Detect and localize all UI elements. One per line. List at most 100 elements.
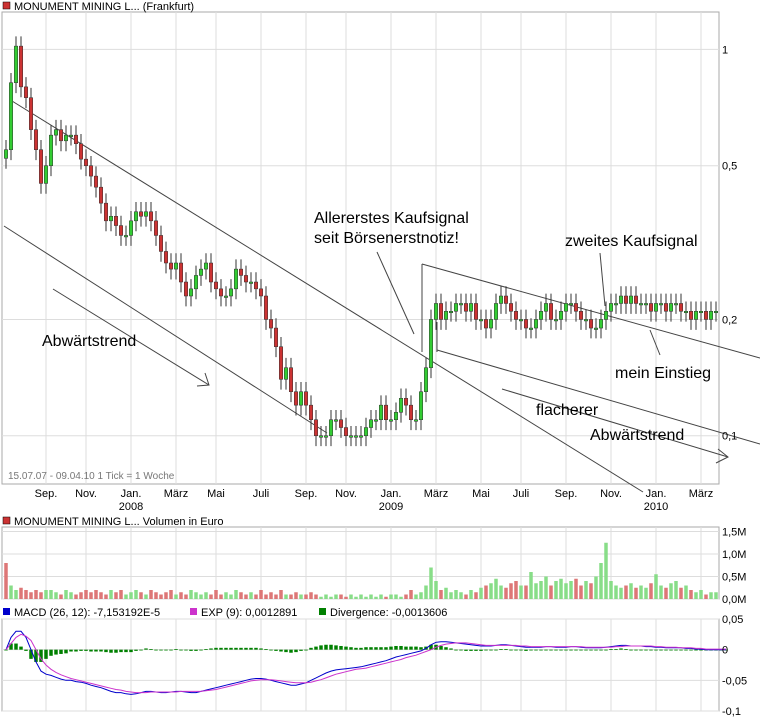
candle-body	[579, 311, 583, 320]
candle-body	[479, 319, 483, 322]
volume-bar	[659, 585, 663, 599]
divergence-bar	[34, 649, 38, 662]
volume-bar	[569, 581, 573, 599]
candle-body	[274, 327, 278, 347]
candle-body	[29, 97, 33, 130]
x-tick-label: Mai	[472, 488, 490, 500]
volume-bar	[689, 590, 693, 599]
divergence-bar	[169, 649, 173, 651]
divergence-bar	[179, 649, 183, 651]
candle-body	[259, 288, 263, 297]
volume-bar	[709, 592, 713, 599]
divergence-bar	[74, 649, 78, 652]
divergence-bar	[334, 645, 338, 650]
candle-body	[389, 419, 393, 422]
x-year-label: 2009	[379, 501, 403, 513]
volume-bar	[29, 592, 33, 599]
annotation-mein-einstieg: mein Einstieg	[615, 365, 711, 382]
volume-bar	[44, 590, 48, 599]
volume-bar	[134, 590, 138, 599]
candle-body	[199, 268, 203, 276]
candle-body	[164, 251, 168, 264]
annotation-flacherer: flacherer	[536, 402, 599, 419]
divergence-bar	[374, 647, 378, 650]
divergence-bar	[274, 649, 278, 651]
divergence-bar	[24, 649, 28, 651]
volume-bar	[444, 587, 448, 599]
divergence-bar	[589, 649, 593, 651]
candle-body	[9, 82, 13, 150]
volume-bar	[239, 592, 243, 599]
candle-body	[4, 149, 8, 159]
candle-body	[139, 211, 143, 217]
trendlines	[3, 100, 760, 493]
volume-bar	[34, 590, 38, 599]
candle-body	[474, 303, 478, 320]
volume-legend-swatch	[2, 516, 11, 525]
volume-bar	[269, 592, 273, 599]
candle-body	[674, 303, 678, 306]
macd-legend-label: MACD (26, 12): -7,153192E-5	[14, 607, 160, 619]
volume-bar	[54, 592, 58, 599]
divergence-bar	[389, 646, 393, 650]
volume-bar	[124, 594, 128, 599]
candle-body	[704, 311, 708, 320]
divergence-bar	[529, 649, 533, 651]
divergence-bar	[29, 649, 33, 659]
volume-bar	[84, 590, 88, 599]
candle-body	[714, 311, 718, 314]
volume-bar	[594, 576, 598, 599]
volume-bar	[459, 592, 463, 599]
candle-body	[154, 220, 158, 236]
exp-line	[5, 633, 726, 694]
volume-bar	[434, 581, 438, 599]
candle-body	[639, 303, 643, 306]
divergence-bar	[674, 649, 678, 651]
divergence-bar	[414, 646, 418, 650]
candle-body	[584, 319, 588, 322]
candle-body	[24, 86, 28, 98]
candle-body	[319, 435, 323, 438]
candle-body	[589, 319, 593, 329]
candle-body	[669, 303, 673, 312]
annotation-abwaertstrend: Abwärtstrend	[42, 333, 136, 350]
divergence-bar	[194, 649, 198, 651]
divergence-bar	[379, 647, 383, 650]
candle-body	[59, 129, 63, 142]
candle-body	[224, 295, 228, 298]
candle-body	[364, 427, 368, 436]
volume-bar	[164, 592, 168, 599]
volume-bar	[489, 583, 493, 599]
candle-body	[359, 435, 363, 438]
volume-bar	[199, 594, 203, 599]
x-tick-label: Juli	[513, 488, 530, 500]
volume-bar	[549, 585, 553, 599]
divergence-bar	[359, 647, 363, 650]
divergence-bar	[229, 647, 233, 650]
divergence-bar	[249, 647, 253, 650]
divergence-bar	[174, 649, 178, 650]
volume-bar	[89, 592, 93, 599]
volume-bar	[174, 594, 178, 599]
candle-body	[19, 45, 23, 88]
volume-bar	[159, 594, 163, 599]
volume-bar	[104, 594, 108, 599]
candle-body	[504, 295, 508, 304]
divergence-bar	[439, 645, 443, 650]
volume-bar	[94, 590, 98, 599]
candle-body	[399, 398, 403, 413]
candle-body	[439, 303, 443, 320]
divergence-bar	[279, 649, 283, 652]
volume-bar	[674, 581, 678, 599]
volume-bar	[234, 590, 238, 599]
divergence-bar	[289, 649, 293, 653]
divergence-bar	[164, 649, 168, 651]
divergence-bar	[539, 649, 543, 651]
candle-body	[244, 275, 248, 283]
divergence-bar	[349, 647, 353, 650]
volume-bar	[634, 587, 638, 599]
volume-bar	[589, 583, 593, 599]
date-range-label: 15.07.07 - 09.04.10 1 Tick = 1 Woche	[8, 471, 175, 482]
volume-bar	[109, 590, 113, 599]
candle-body	[534, 319, 538, 329]
